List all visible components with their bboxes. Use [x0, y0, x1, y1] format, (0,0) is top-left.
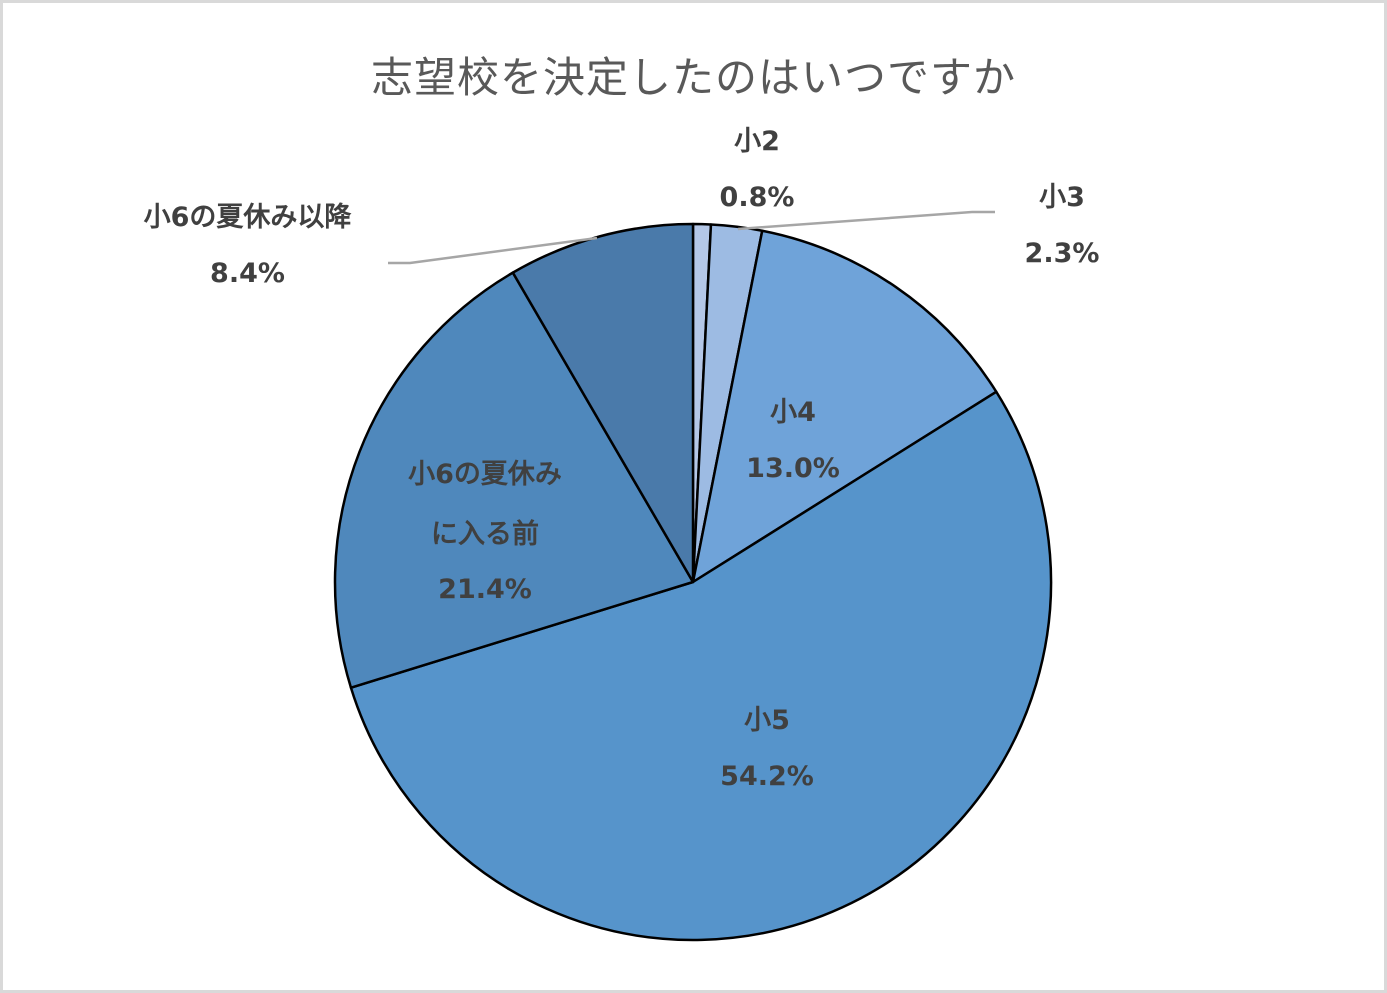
label-s4-pct: 13.0% [746, 453, 840, 484]
label-s4-name: 小4 [770, 397, 816, 428]
pie-slices [333, 222, 1053, 942]
label-s2-pct: 0.8% [719, 182, 795, 213]
label-s4: 小4 13.0% [733, 385, 853, 497]
pie-slice-3 [349, 390, 1053, 942]
label-s6b-pct: 8.4% [210, 258, 285, 289]
label-s6a-line2: に入る前 [431, 519, 539, 550]
leader-line-s6b [388, 236, 598, 265]
label-s6a-line1: 小6の夏休み [408, 459, 562, 490]
label-s2-name: 小2 [734, 126, 780, 157]
pie-slice-2 [691, 229, 998, 584]
pie-slice-4 [333, 271, 695, 689]
label-s3: 小3 2.3% [1012, 170, 1112, 282]
pie-slice-5 [511, 222, 695, 584]
label-s6b: 小6の夏休み以降 8.4% [100, 190, 395, 302]
label-s6a-pct: 21.4% [438, 574, 532, 605]
label-s6a: 小6の夏休み に入る前 21.4% [365, 445, 605, 615]
label-s5: 小5 54.2% [707, 693, 827, 805]
label-s3-name: 小3 [1039, 182, 1085, 213]
label-s2: 小2 0.8% [707, 114, 807, 226]
label-s5-pct: 54.2% [720, 761, 814, 792]
leader-line-s3 [737, 210, 995, 231]
label-s5-name: 小5 [744, 705, 790, 736]
label-s6b-name: 小6の夏休み以降 [143, 202, 352, 233]
label-s3-pct: 2.3% [1024, 238, 1100, 269]
chart-title: 志望校を決定したのはいつですか [370, 53, 1016, 102]
